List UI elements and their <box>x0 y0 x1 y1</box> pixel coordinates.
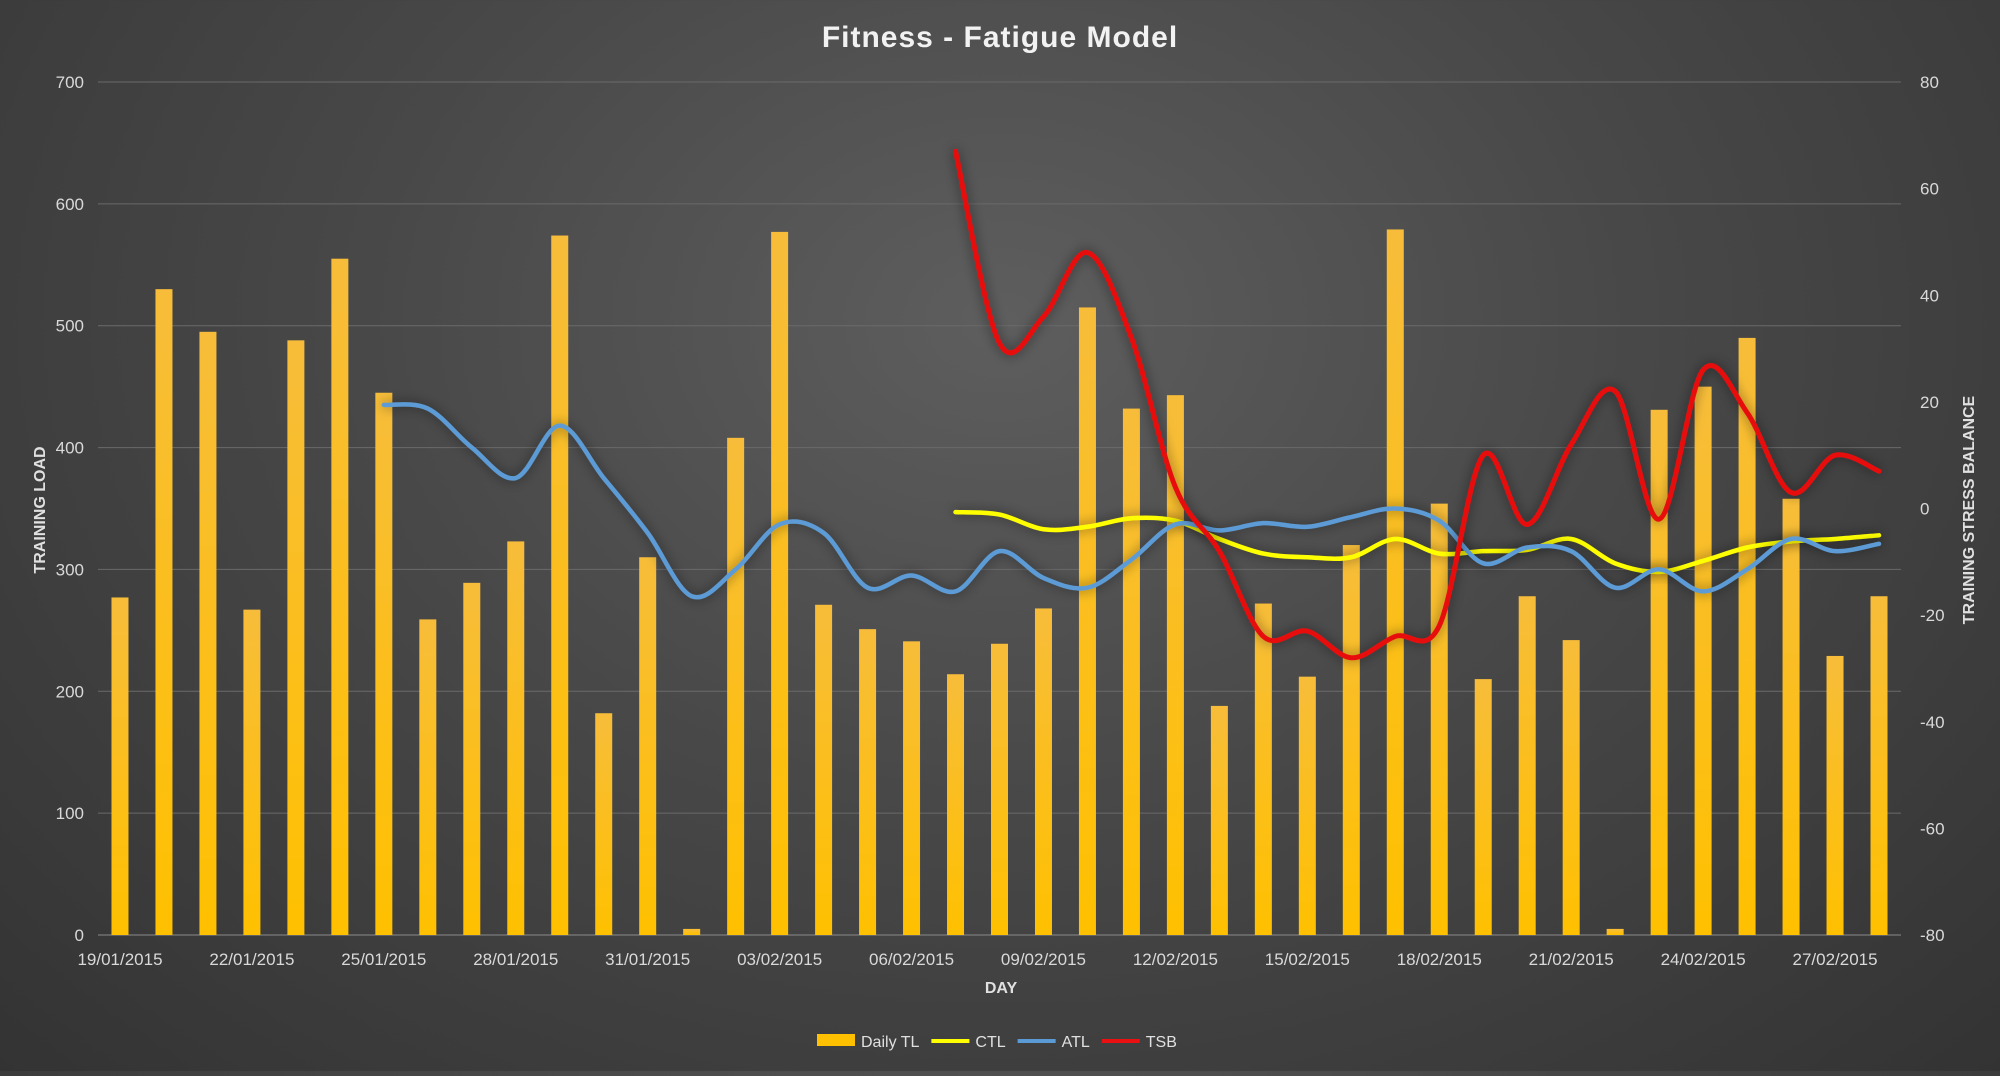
x-tick-label: 31/01/2015 <box>605 950 690 969</box>
bar-daily-tl <box>375 392 393 935</box>
right-axis-ticks: -80 -60 -40 -20 0 20 40 60 80 <box>1920 73 1945 945</box>
x-axis-ticks: 19/01/2015 22/01/2015 25/01/2015 28/01/2015… <box>77 950 1877 969</box>
bar-daily-tl <box>1562 640 1580 935</box>
legend-label: CTL <box>975 1034 1005 1051</box>
bar-daily-tl <box>815 604 833 935</box>
bar-daily-tl <box>331 258 349 935</box>
y-tick-left: 700 <box>56 73 84 92</box>
bar-daily-tl <box>1078 307 1096 936</box>
bar-daily-tl <box>199 331 217 935</box>
x-tick-label: 21/02/2015 <box>1529 950 1614 969</box>
x-tick-label: 12/02/2015 <box>1133 950 1218 969</box>
y-axis-title-left: TRAINING LOAD <box>32 446 49 573</box>
x-axis-title: DAY <box>985 980 1018 997</box>
y-axis-title-right: TRAINING STRESS BALANCE <box>1961 395 1978 624</box>
bar-daily-tl <box>1738 337 1756 935</box>
bar-daily-tl <box>595 713 613 935</box>
y-tick-left: 300 <box>56 560 84 579</box>
bar-daily-tl <box>903 641 921 935</box>
bar-daily-tl <box>551 235 569 936</box>
bar-daily-tl <box>1298 676 1316 935</box>
bar-daily-tl <box>419 619 437 935</box>
bar-daily-tl <box>1254 603 1272 935</box>
bar-daily-tl <box>1342 545 1360 935</box>
line-ctl <box>953 509 1882 575</box>
bar-daily-tl <box>683 928 701 935</box>
x-tick-label: 28/01/2015 <box>473 950 558 969</box>
chart-title: Fitness - Fatigue Model <box>822 21 1178 54</box>
legend-label: TSB <box>1146 1034 1177 1051</box>
bar-daily-tl <box>111 597 129 935</box>
bar-daily-tl <box>991 643 1008 935</box>
legend-swatch <box>817 1034 855 1046</box>
bar-daily-tl <box>1694 386 1712 936</box>
y-tick-right: -20 <box>1920 606 1945 625</box>
bar-daily-tl <box>1122 408 1140 935</box>
x-tick-label: 06/02/2015 <box>869 950 954 969</box>
y-tick-right: 80 <box>1920 73 1939 92</box>
x-tick-label: 24/02/2015 <box>1661 950 1746 969</box>
bar-daily-tl <box>507 541 525 935</box>
y-tick-left: 600 <box>56 195 84 214</box>
y-tick-left: 400 <box>56 439 84 458</box>
bar-daily-tl <box>727 437 745 935</box>
bar-daily-tl <box>1474 679 1492 935</box>
left-axis-ticks: 0 100 200 300 400 500 600 700 <box>56 73 84 945</box>
y-tick-left: 500 <box>56 317 84 336</box>
x-tick-label: 19/01/2015 <box>77 950 162 969</box>
x-tick-label: 25/01/2015 <box>341 950 426 969</box>
legend-label: ATL <box>1062 1034 1090 1051</box>
y-tick-right: 60 <box>1920 180 1939 199</box>
bar-daily-tl <box>1518 596 1536 935</box>
x-tick-label: 22/01/2015 <box>209 950 294 969</box>
x-tick-label: 27/02/2015 <box>1792 950 1877 969</box>
legend-item-atl: ATL <box>1017 1034 1090 1051</box>
y-tick-right: -60 <box>1920 819 1945 838</box>
y-tick-right: 40 <box>1920 286 1939 305</box>
bar-daily-tl <box>1826 655 1844 935</box>
y-tick-right: 0 <box>1920 500 1929 519</box>
bar-daily-tl <box>1210 705 1228 935</box>
bar-daily-tl <box>287 340 305 935</box>
line-atl <box>381 402 1882 600</box>
bar-daily-tl <box>1606 928 1624 935</box>
legend: Daily TL CTL ATL TSB <box>817 1034 1177 1051</box>
bar-daily-tl <box>243 609 261 935</box>
x-tick-label: 18/02/2015 <box>1397 950 1482 969</box>
legend-label: Daily TL <box>861 1034 919 1051</box>
bar-daily-tl <box>155 289 173 936</box>
bar-daily-tl <box>1386 229 1404 935</box>
series-lines <box>381 148 1882 661</box>
legend-item-tsb: TSB <box>1101 1034 1177 1051</box>
legend-item-ctl: CTL <box>931 1034 1006 1051</box>
bar-daily-tl <box>1430 503 1448 935</box>
x-tick-label: 15/02/2015 <box>1265 950 1350 969</box>
bar-daily-tl <box>859 629 877 935</box>
y-tick-left: 200 <box>56 682 84 701</box>
bar-daily-tl <box>1166 395 1184 935</box>
bar-daily-tl <box>639 557 657 935</box>
bar-daily-tl <box>1650 409 1668 935</box>
bar-daily-tl <box>771 231 789 936</box>
line-tsb <box>953 148 1882 661</box>
y-tick-left: 100 <box>56 804 84 823</box>
y-tick-right: -80 <box>1920 926 1945 945</box>
bar-daily-tl <box>1870 596 1888 935</box>
legend-item-daily-tl: Daily TL <box>817 1034 919 1051</box>
y-tick-left: 0 <box>75 926 84 945</box>
x-tick-label: 03/02/2015 <box>737 950 822 969</box>
y-tick-right: -40 <box>1920 713 1945 732</box>
bar-daily-tl <box>1034 608 1052 935</box>
daily-tl-bars <box>111 229 1888 936</box>
bar-daily-tl <box>1782 498 1800 935</box>
bar-daily-tl <box>463 582 481 935</box>
y-tick-right: 20 <box>1920 393 1939 412</box>
x-tick-label: 09/02/2015 <box>1001 950 1086 969</box>
bar-daily-tl <box>947 674 965 935</box>
